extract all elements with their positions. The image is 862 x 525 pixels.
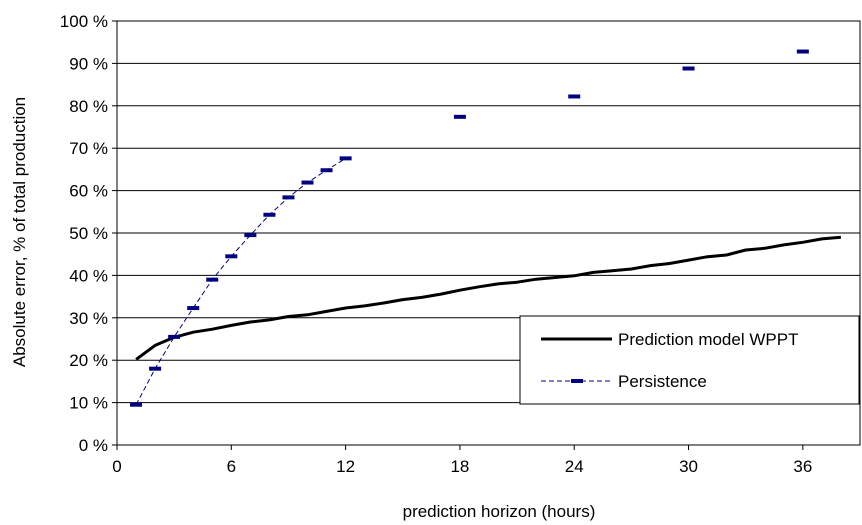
y-axis-title: Absolute error, % of total production	[10, 97, 29, 367]
y-tick-label: 0 %	[79, 436, 108, 455]
y-tick-label: 50 %	[69, 224, 108, 243]
x-tick-label: 24	[565, 457, 584, 476]
series-line-wppt	[135, 235, 842, 361]
y-tick-label: 90 %	[69, 54, 108, 73]
x-tick-label: 30	[679, 457, 698, 476]
x-tick-label: 6	[227, 457, 236, 476]
series-layer	[130, 49, 842, 407]
y-tick-label: 20 %	[69, 351, 108, 370]
x-axis-title: prediction horizon (hours)	[403, 502, 596, 521]
x-tick-label: 12	[336, 457, 355, 476]
series-line-persistence	[135, 157, 346, 405]
legend-label-persistence: Persistence	[618, 372, 707, 391]
x-axis: 0 6 12 18 24 30 36	[112, 445, 812, 476]
legend-box	[519, 315, 860, 405]
y-tick-label: 60 %	[69, 182, 108, 201]
y-tick-label: 30 %	[69, 309, 108, 328]
legend-label-wppt: Prediction model WPPT	[618, 330, 798, 349]
y-tick-label: 10 %	[69, 394, 108, 413]
y-tick-label: 80 %	[69, 97, 108, 116]
y-tick-label: 40 %	[69, 266, 108, 285]
x-tick-label: 18	[450, 457, 469, 476]
legend: Prediction model WPPT Persistence	[519, 315, 860, 405]
x-tick-label: 0	[112, 457, 121, 476]
y-axis: 0 % 10 % 20 % 30 % 40 % 50 % 60 % 70 % 80 % 90 % 1…	[60, 12, 117, 455]
y-tick-label: 100 %	[60, 12, 108, 31]
x-tick-label: 36	[793, 457, 812, 476]
y-tick-label: 70 %	[69, 139, 108, 158]
